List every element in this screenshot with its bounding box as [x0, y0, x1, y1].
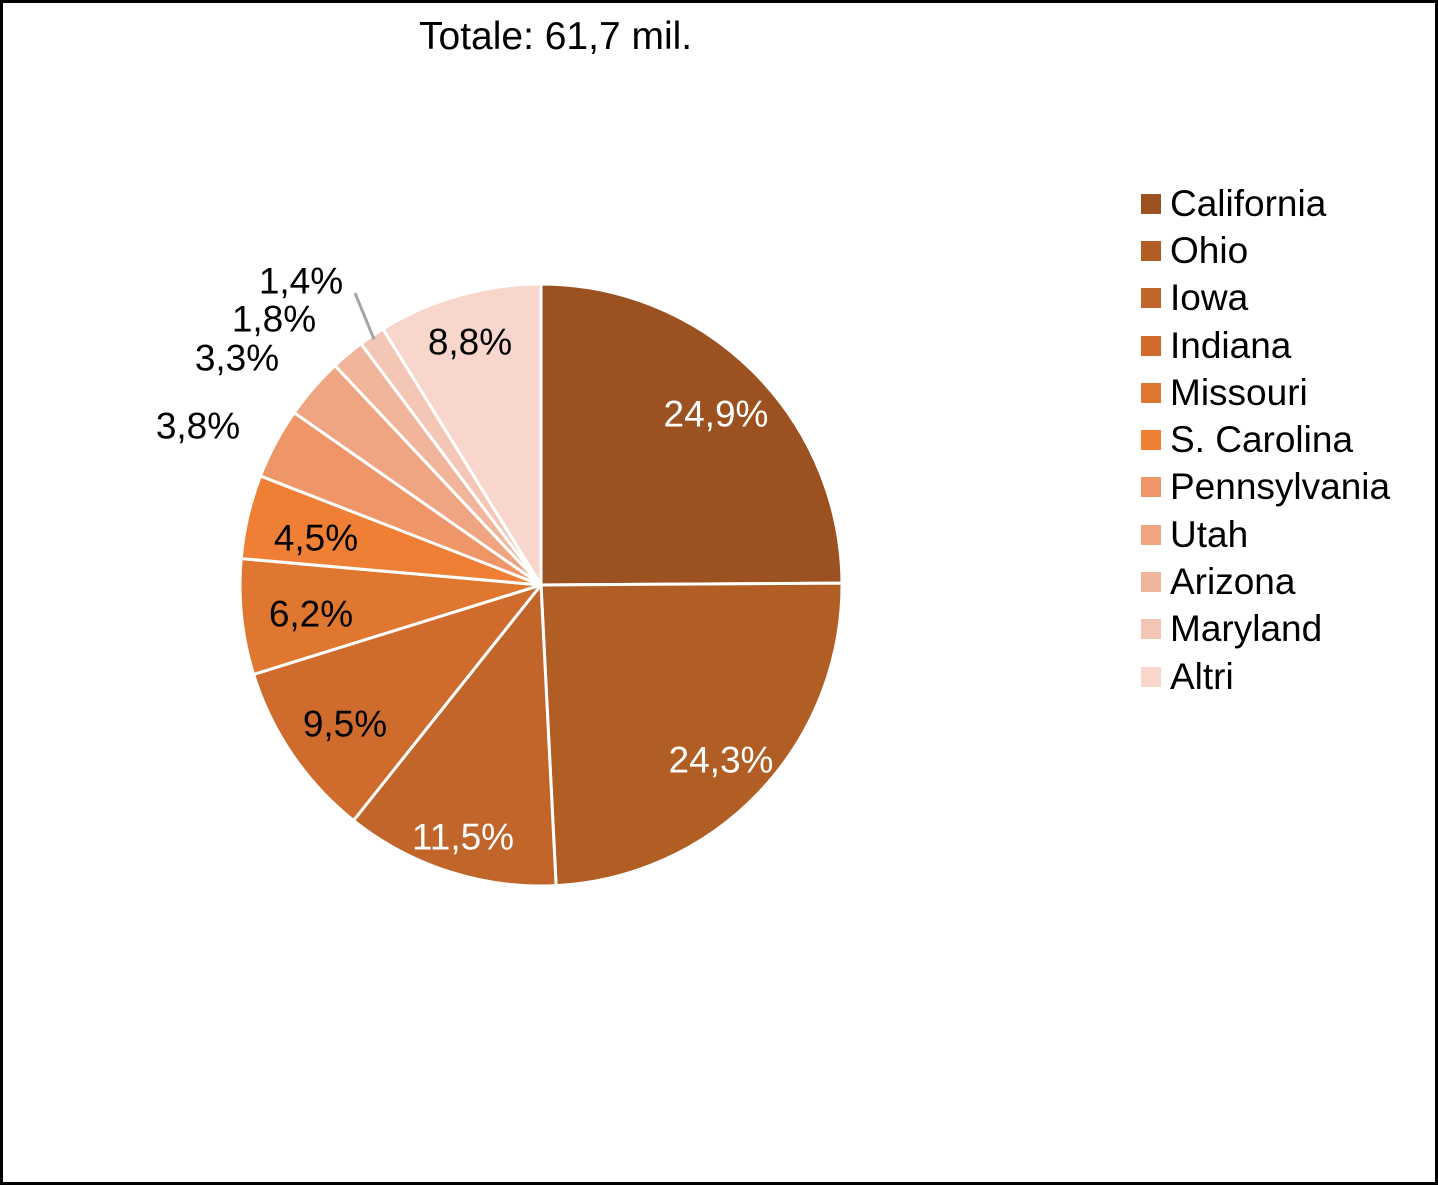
data-label-altri: 8,8%	[428, 322, 512, 363]
legend-swatch	[1141, 666, 1161, 687]
pie-slice-altri	[381, 282, 543, 587]
legend-item-utah: Utah	[1141, 511, 1390, 558]
pie-slice-indiana	[252, 583, 543, 822]
legend-label: California	[1170, 182, 1327, 224]
legend-item-s-carolina: S. Carolina	[1141, 416, 1390, 463]
legend-label: Missouri	[1170, 371, 1308, 413]
data-label-missouri: 6,2%	[269, 594, 353, 635]
legend-swatch	[1141, 193, 1161, 214]
legend-swatch	[1141, 288, 1161, 309]
legend-label: Maryland	[1170, 608, 1323, 650]
data-label-california: 24,9%	[664, 394, 769, 435]
legend-item-ohio: Ohio	[1141, 227, 1390, 274]
data-label-s-carolina: 4,5%	[274, 518, 358, 559]
legend-label: Iowa	[1170, 277, 1249, 319]
leader-line-maryland	[353, 292, 376, 340]
legend-item-missouri: Missouri	[1141, 369, 1390, 416]
legend-label: S. Carolina	[1170, 419, 1354, 461]
legend-swatch	[1141, 572, 1161, 593]
legend-swatch	[1141, 335, 1161, 356]
legend-label: Pennsylvania	[1170, 466, 1391, 508]
legend-label: Altri	[1170, 655, 1234, 697]
pie-slice-california	[539, 282, 844, 587]
legend-swatch	[1141, 240, 1161, 261]
legend-label: Arizona	[1170, 561, 1296, 603]
legend-item-iowa: Iowa	[1141, 275, 1390, 322]
legend-item-maryland: Maryland	[1141, 606, 1390, 653]
legend-item-indiana: Indiana	[1141, 322, 1390, 369]
pie-slice-iowa	[352, 583, 558, 888]
legend-swatch	[1141, 619, 1161, 640]
data-label-indiana: 9,5%	[303, 704, 387, 745]
chart-title: Totale: 61,7 mil.	[419, 15, 693, 58]
legend-label: Ohio	[1170, 229, 1249, 271]
legend-swatch	[1141, 477, 1161, 498]
legend-label: Utah	[1170, 513, 1249, 555]
legend-swatch	[1141, 382, 1161, 403]
data-label-utah: 3,3%	[195, 338, 279, 379]
data-label-iowa: 11,5%	[412, 817, 514, 858]
data-label-maryland: 1,4%	[259, 261, 343, 302]
legend-label: Indiana	[1170, 324, 1292, 366]
legend-swatch	[1141, 430, 1161, 451]
legend-swatch	[1141, 524, 1161, 545]
legend-item-arizona: Arizona	[1141, 558, 1390, 605]
legend-item-california: California	[1141, 180, 1390, 227]
data-label-pennsylvania: 3,8%	[156, 406, 240, 447]
data-label-arizona: 1,8%	[232, 299, 316, 340]
data-label-ohio: 24,3%	[669, 740, 774, 781]
legend-item-altri: Altri	[1141, 653, 1390, 700]
pie-chart: 24,9% 24,3% 11,5% 9,5% 6,2% 4,5% 3,8% 3,3%1,8%1…	[156, 261, 844, 888]
pie-slice-missouri	[238, 557, 543, 676]
legend: California Ohio Iowa Indiana Missouri S. Caro…	[1141, 180, 1390, 700]
pie-slice-ohio	[539, 581, 844, 888]
legend-item-pennsylvania: Pennsylvania	[1141, 464, 1390, 511]
